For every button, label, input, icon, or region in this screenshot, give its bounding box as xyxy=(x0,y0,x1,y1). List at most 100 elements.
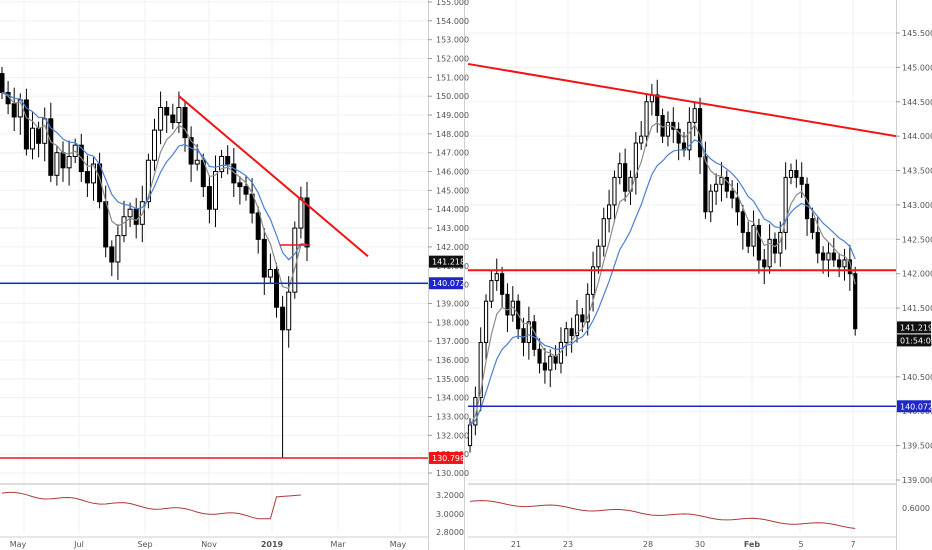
left-ytick-label: 142.000 xyxy=(436,243,469,252)
left-candle xyxy=(23,99,29,150)
left-candle xyxy=(11,103,17,118)
right-candle xyxy=(532,321,537,350)
left-candle xyxy=(286,291,292,331)
left-ytick-label: 133.000 xyxy=(436,412,469,421)
left-ytick-label: 154.000 xyxy=(436,17,469,26)
right-ytick-label: 142.000 xyxy=(902,270,932,279)
left-current-price-label: 141.218 xyxy=(432,258,465,267)
right-candle xyxy=(687,121,692,151)
left-xtick-label: Sep xyxy=(137,540,152,549)
left-ytick-label: 147.000 xyxy=(436,149,469,158)
left-candle xyxy=(127,208,133,218)
left-candle xyxy=(194,159,200,165)
right-candle xyxy=(821,252,826,261)
right-candle xyxy=(585,293,590,323)
right-candle xyxy=(580,314,585,323)
left-ytick-label: 150.000 xyxy=(436,92,469,101)
right-candle xyxy=(612,176,617,206)
left-ytick-label: 144.000 xyxy=(436,205,469,214)
left-candle xyxy=(237,182,243,188)
left-candle xyxy=(152,129,157,161)
right-countdown-label: 01:54:09 xyxy=(900,336,932,345)
left-ytick-label: 151.000 xyxy=(436,73,469,82)
right-candle xyxy=(505,293,510,316)
left-candle xyxy=(267,269,273,278)
left-candle xyxy=(121,216,127,237)
right-candle xyxy=(639,135,644,144)
left-candle xyxy=(255,212,261,240)
right-xtick-label: 30 xyxy=(695,540,705,549)
right-candle xyxy=(831,252,836,261)
left-candle xyxy=(91,163,96,184)
right-support-price-label-bg xyxy=(897,400,931,413)
right-candle xyxy=(633,142,638,178)
right-candle xyxy=(494,273,499,282)
right-xtick-label: Feb xyxy=(744,540,761,549)
right-candle xyxy=(521,328,526,343)
left-candle xyxy=(84,171,90,184)
right-xtick-label: 7 xyxy=(850,540,855,549)
right-candle xyxy=(537,348,542,364)
right-xtick-label: 5 xyxy=(798,540,803,549)
right-ytick-label: 145.500 xyxy=(902,29,932,38)
left-xtick-label: May xyxy=(10,540,27,549)
right-candle xyxy=(676,128,681,144)
right-candle xyxy=(553,355,558,364)
left-candlestick-panel xyxy=(0,66,428,520)
left-candle xyxy=(219,155,225,173)
right-candle xyxy=(740,211,745,233)
right-candle xyxy=(644,101,649,137)
left-support-price-label: 140.072 xyxy=(432,279,465,288)
right-candle xyxy=(483,300,489,343)
left-candle xyxy=(213,171,218,210)
left-candle xyxy=(36,127,42,144)
left-trendline xyxy=(178,95,369,258)
left-candle xyxy=(274,269,279,308)
right-candle xyxy=(794,170,799,178)
right-candle xyxy=(500,273,505,295)
right-xtick-label: 28 xyxy=(643,540,653,549)
left-osc-tick-label: 2.8000 xyxy=(436,528,464,537)
left-candle xyxy=(188,137,194,165)
left-ytick-label: 145.000 xyxy=(436,186,469,195)
right-candle xyxy=(526,321,531,343)
right-candle xyxy=(842,259,847,268)
right-candle xyxy=(607,204,612,220)
right-candle xyxy=(746,231,751,247)
left-ytick-label: 146.000 xyxy=(436,168,469,177)
right-countdown-label-bg xyxy=(897,334,931,347)
left-candle xyxy=(66,155,72,169)
right-ytick-label: 142.500 xyxy=(902,235,932,244)
left-ytick-label: 137.000 xyxy=(436,337,469,346)
right-candle xyxy=(665,121,671,137)
right-candle xyxy=(751,225,756,247)
left-candle xyxy=(0,73,5,93)
right-candle xyxy=(783,176,788,233)
right-xtick-label: 21 xyxy=(511,540,521,549)
right-candle xyxy=(703,156,708,213)
right-trendline xyxy=(467,62,897,138)
right-support-price-label: 140.072 xyxy=(900,402,932,411)
right-candle xyxy=(574,314,580,337)
right-candle xyxy=(826,252,831,261)
left-ytick-label: 138.000 xyxy=(436,318,469,327)
right-candle xyxy=(730,190,735,199)
left-ytick-label: 136.000 xyxy=(436,356,469,365)
left-candle xyxy=(164,107,170,116)
left-candle xyxy=(109,246,115,263)
right-ytick-label: 143.500 xyxy=(902,167,932,176)
right-candle xyxy=(799,176,804,185)
left-support-price-label-bg xyxy=(429,277,463,290)
left-xtick-label: May xyxy=(390,540,407,549)
right-ytick-label: 141.500 xyxy=(902,304,932,313)
left-ema-slow-line xyxy=(1,91,308,261)
left-osc-tick-label: 3.2000 xyxy=(436,491,464,500)
right-xtick-label: 23 xyxy=(563,540,573,549)
left-candle xyxy=(176,107,182,124)
right-osc-tick-label: 0.6000 xyxy=(902,504,930,513)
left-candle xyxy=(158,107,164,131)
left-ytick-label: 152.000 xyxy=(436,55,469,64)
right-ytick-label: 144.500 xyxy=(902,98,932,107)
